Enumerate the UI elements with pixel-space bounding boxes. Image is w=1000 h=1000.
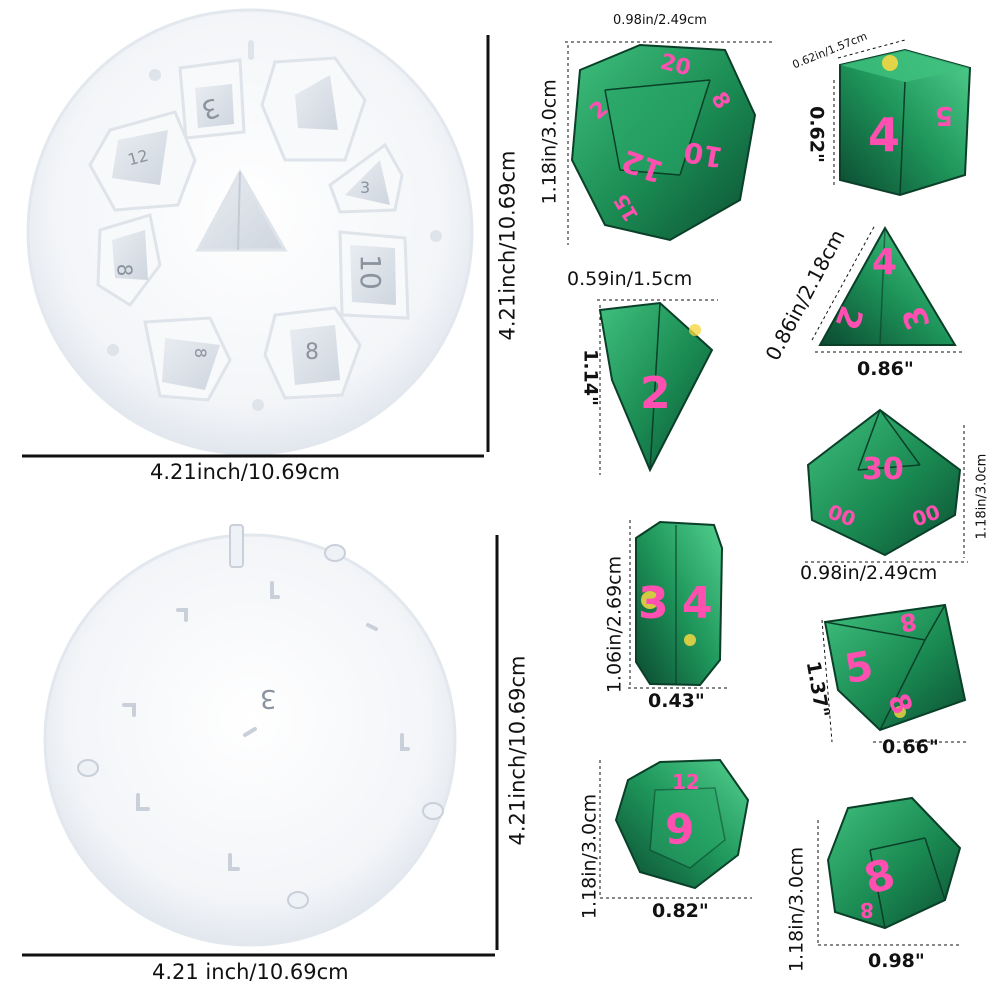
d10-shard-height-label: 1.14": [579, 349, 602, 406]
top-mold-height-label: 4.21inch/10.69cm: [495, 150, 520, 341]
cavity-d6: [178, 58, 246, 140]
bottom-mold: [43, 524, 457, 947]
die-d8: [823, 603, 967, 732]
die-number: 3: [638, 578, 669, 629]
die-number: 2: [640, 368, 671, 419]
d20-width-label: 0.98in/2.49cm: [613, 13, 707, 28]
die-number: 10: [681, 134, 726, 175]
top-mold-width-label: 4.21inch/10.69cm: [150, 460, 340, 484]
die-d12: [614, 758, 750, 890]
die-d12-alt: [826, 796, 962, 930]
top-mold: [26, 8, 474, 456]
d8-width-label: 0.66": [882, 736, 939, 758]
d6-height-label: 0.62": [805, 106, 828, 163]
die-d20: [570, 43, 757, 242]
die-number: 6: [665, 803, 695, 852]
mold-center-number: 3: [260, 683, 277, 713]
d6-crystal-width-label: 0.43": [648, 690, 705, 712]
die-d10: [806, 408, 962, 557]
d20-height-label: 1.18in/3.0cm: [538, 79, 561, 205]
die-number: 4: [868, 108, 901, 162]
cavity-d12-bottom-right: [263, 306, 362, 400]
die-number: 30: [862, 452, 904, 487]
cavity-number: 3: [360, 178, 371, 197]
mold-hole: [149, 69, 161, 81]
die-number: 4: [872, 242, 898, 283]
die-number: 8: [860, 898, 874, 922]
d10-height-label: 1.18in/3.0cm: [974, 453, 990, 540]
d12-alt-width-label: 0.98": [868, 950, 925, 972]
d6-crystal-height-label: 1.06in/2.69cm: [603, 555, 626, 694]
d12-height-label: 1.18in/3.0cm: [578, 793, 601, 920]
die-number: 4: [682, 578, 713, 629]
cavity-d10-right: [338, 230, 410, 320]
mold-hole: [107, 344, 119, 356]
cavity-d12: [88, 110, 197, 212]
cavity-d4-side: [328, 142, 404, 214]
mold-slot: [248, 40, 254, 60]
cavity-d8-bottom-left: [143, 316, 232, 402]
die-d10-shard: [598, 301, 714, 473]
die-d6: [839, 48, 972, 197]
die-d4: [818, 225, 957, 346]
bottom-mold-height-label: 4.21inch/10.69cm: [505, 655, 530, 846]
mold-hole: [252, 399, 264, 411]
d12-alt-height-label: 1.18in/3.0cm: [785, 846, 808, 973]
die-number: 5: [935, 100, 954, 130]
bottom-mold-width-label: 4.21 inch/10.69cm: [152, 960, 349, 984]
cavity-number: 8: [305, 340, 319, 365]
cavity-number: 8: [112, 263, 137, 277]
cavity-number: 8: [191, 347, 211, 359]
die-d6-crystal: [635, 520, 724, 687]
d4-width-label: 0.86": [857, 358, 914, 380]
die-number: 12: [672, 770, 700, 794]
cavity-d10-top: [260, 56, 367, 162]
cavity-number: 10: [353, 254, 387, 290]
d10-width-label: 0.98in/2.49cm: [800, 562, 938, 584]
d12-width-label: 0.82": [652, 900, 709, 922]
cavity-d4-center: [195, 168, 288, 252]
cavity-d8-left: [96, 213, 162, 308]
mold-hole: [430, 230, 442, 242]
d10-shard-width-label: 0.59in/1.5cm: [567, 268, 693, 290]
